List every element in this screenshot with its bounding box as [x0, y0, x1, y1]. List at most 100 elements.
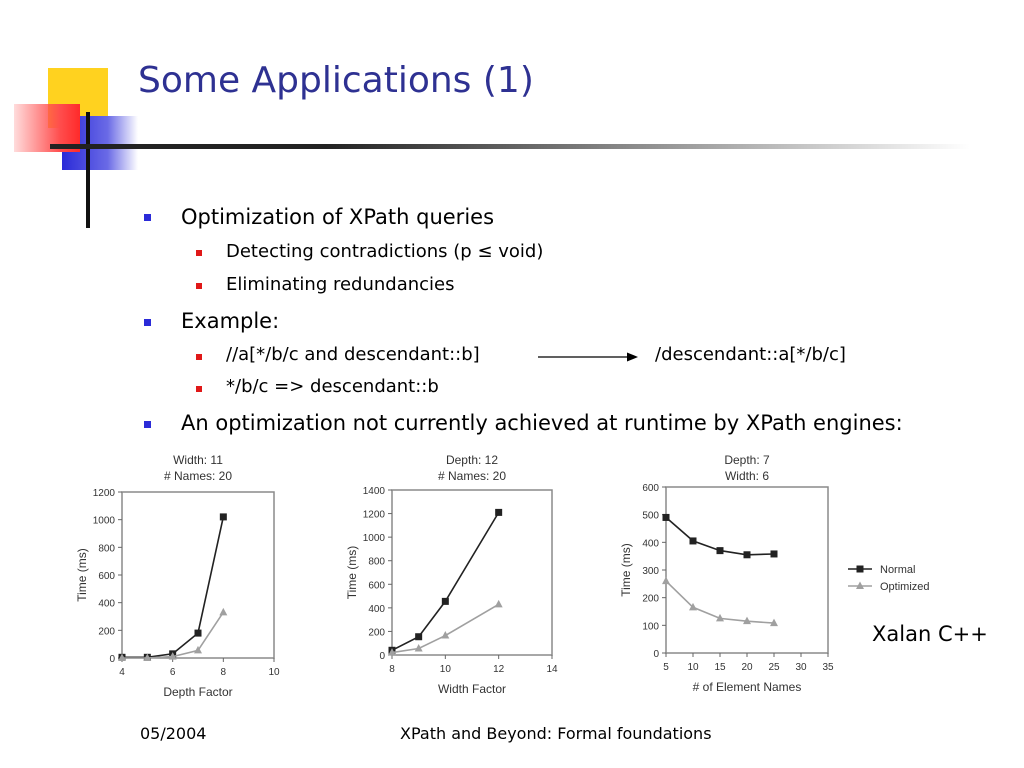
bullet-marker	[144, 319, 151, 326]
data-point-triangle	[441, 631, 450, 639]
y-tick-label: 1000	[363, 533, 386, 544]
y-tick-label: 800	[98, 543, 115, 554]
data-point-square	[495, 508, 503, 516]
x-tick-label: 4	[119, 667, 125, 678]
engine-label: Xalan C++	[872, 622, 988, 646]
x-tick-label: 12	[493, 664, 505, 675]
y-tick-label: 1000	[93, 516, 116, 527]
bullet-optimization: Optimization of XPath queries	[181, 205, 495, 229]
x-tick-label: 20	[741, 662, 753, 673]
sub-bullet-marker	[196, 386, 202, 392]
slide-title: Some Applications (1)	[138, 60, 534, 101]
bullet-runtime-note: An optimization not currently achieved a…	[181, 411, 903, 435]
x-tick-label: 25	[768, 662, 780, 673]
example-rewrite: */b/c => descendant::b	[226, 376, 439, 397]
data-point-triangle	[716, 613, 724, 622]
sub-bullet-marker	[196, 250, 202, 256]
data-point-square	[415, 633, 423, 641]
plot-area	[391, 489, 553, 656]
y-tick-label: 400	[368, 604, 385, 615]
legend-marker	[856, 581, 864, 589]
y-tick-label: 1200	[363, 510, 386, 521]
data-point-square	[441, 597, 449, 605]
data-point-square	[219, 513, 227, 521]
chart-width-factor: Depth: 12 # Names: 20 0 200 400 600 800 1000 120…	[345, 453, 558, 696]
chart-subtitle: # Names: 20	[438, 469, 506, 483]
chart-subtitle: Width: 6	[725, 469, 769, 483]
chart-element-names: Depth: 7 Width: 6 0 100 200 300 400 500 600 5 10 15…	[619, 453, 930, 694]
y-axis-label: Time (ms)	[75, 548, 89, 602]
data-point-triangle	[770, 618, 778, 627]
y-tick-label: 100	[642, 621, 659, 632]
data-point-triangle	[168, 652, 177, 660]
x-tick-label: 14	[546, 664, 558, 675]
x-axis-label: Width Factor	[438, 682, 506, 696]
data-point-triangle	[689, 602, 697, 611]
sub-bullet-marker	[196, 283, 202, 289]
sub-bullet-marker	[196, 354, 202, 360]
x-tick-label: 8	[389, 664, 395, 675]
data-point-square	[743, 551, 751, 559]
sub-bullet-contradictions: Detecting contradictions (p ≤ void)	[226, 241, 544, 262]
example-result: /descendant::a[*/b/c]	[655, 344, 846, 365]
x-tick-label: 15	[714, 662, 726, 673]
chart-depth-factor: Width: 11 # Names: 20 0 200 400 600 800 1000 120…	[75, 453, 280, 699]
data-point-triangle	[219, 607, 228, 616]
series-line	[391, 603, 500, 654]
x-tick-label: 30	[795, 662, 807, 673]
arrow-right-icon	[538, 352, 638, 362]
y-tick-label: 800	[368, 557, 385, 568]
data-point-square	[194, 629, 202, 637]
data-point-triangle	[143, 653, 152, 661]
data-point-triangle	[194, 645, 202, 654]
y-tick-label: 0	[379, 651, 385, 662]
data-point-triangle	[743, 616, 751, 625]
bullet-marker	[144, 421, 151, 428]
y-axis-label: Time (ms)	[345, 546, 359, 600]
footer-date: 05/2004	[140, 724, 207, 743]
x-tick-label: 5	[663, 662, 669, 673]
decorative-vertical-line	[86, 112, 90, 228]
plot-area	[665, 486, 829, 654]
x-tick-label: 10	[268, 667, 280, 678]
example-query: //a[*/b/c and descendant::b]	[226, 344, 480, 365]
x-tick-label: 35	[822, 662, 834, 673]
y-tick-label: 0	[653, 649, 659, 660]
y-tick-label: 1200	[93, 488, 116, 499]
sub-bullet-redundancies: Eliminating redundancies	[226, 274, 455, 295]
y-tick-label: 300	[642, 566, 659, 577]
title-underline-rule	[50, 144, 970, 149]
x-tick-label: 10	[440, 664, 452, 675]
y-tick-label: 0	[109, 654, 115, 665]
legend-label: Normal	[880, 564, 915, 576]
x-tick-label: 10	[687, 662, 699, 673]
chart-title: Depth: 7	[724, 453, 770, 467]
data-point-triangle	[494, 599, 503, 608]
x-axis-label: Depth Factor	[163, 685, 232, 699]
chart-title: Width: 11	[173, 453, 223, 467]
y-tick-label: 200	[368, 627, 385, 638]
x-axis-label: # of Element Names	[693, 680, 802, 694]
y-tick-label: 500	[642, 511, 659, 522]
x-tick-label: 8	[221, 667, 227, 678]
bullet-marker	[144, 214, 151, 221]
y-tick-label: 600	[98, 571, 115, 582]
legend-label: Optimized	[880, 581, 930, 593]
x-tick-label: 6	[170, 667, 176, 678]
chart-subtitle: # Names: 20	[164, 469, 232, 483]
data-point-square	[716, 547, 724, 555]
y-tick-label: 600	[642, 483, 659, 494]
series-line	[391, 511, 500, 652]
data-point-square	[770, 550, 778, 558]
data-point-triangle	[414, 644, 423, 652]
data-point-triangle	[388, 648, 396, 656]
footer-title: XPath and Beyond: Formal foundations	[400, 724, 712, 743]
y-tick-label: 600	[368, 580, 385, 591]
legend-marker	[856, 565, 864, 573]
data-point-square	[662, 513, 670, 521]
y-tick-label: 400	[98, 599, 115, 610]
y-tick-label: 400	[642, 538, 659, 549]
bullet-example: Example:	[181, 309, 280, 333]
y-tick-label: 1400	[363, 486, 386, 497]
y-tick-label: 200	[98, 626, 115, 637]
